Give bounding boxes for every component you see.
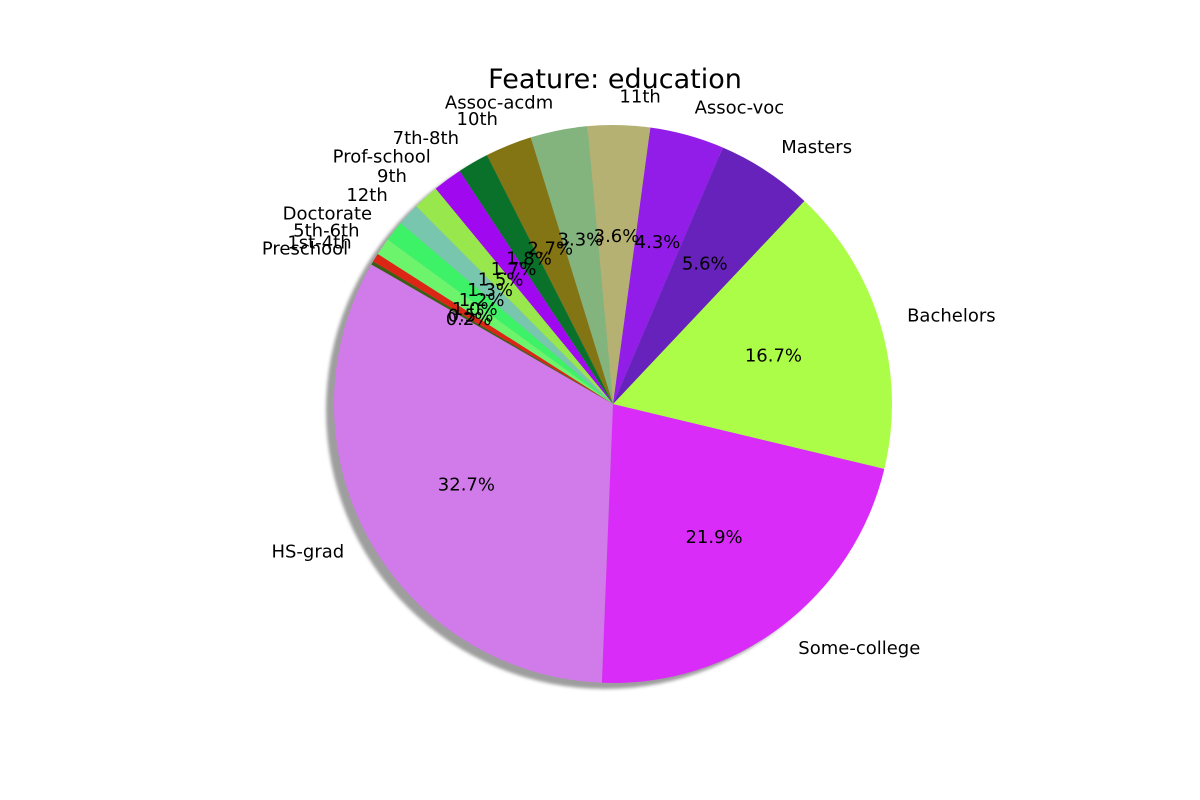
pie-slices	[334, 125, 892, 683]
pct-label-bachelors: 16.7%	[745, 346, 802, 367]
pct-label-doctorate: 1.2%	[459, 290, 505, 311]
category-labels: HS-grad Some-college Bachelors Masters Assoc…	[262, 87, 996, 659]
pie-slice-some-college	[601, 404, 885, 683]
pct-label-masters: 5.6%	[682, 253, 728, 274]
category-label-doctorate: Doctorate	[283, 203, 372, 224]
category-label-assoc-acdm: Assoc-acdm	[445, 92, 553, 113]
chart-title: Feature: education	[488, 64, 742, 95]
pie-slice-9th	[416, 188, 613, 404]
pct-label-7th-8th: 1.8%	[506, 249, 552, 270]
category-label-12th: 12th	[346, 185, 387, 206]
pie-slice-doctorate	[387, 223, 613, 404]
category-label-prof-school: Prof-school	[333, 147, 431, 168]
pie-slice-10th	[486, 137, 613, 404]
category-label-bachelors: Bachelors	[907, 306, 996, 327]
pie-slice-5th-6th	[377, 239, 613, 404]
pct-label-assoc-voc: 4.3%	[635, 232, 681, 253]
pct-label-hs-grad: 32.7%	[438, 474, 495, 495]
pct-label-11th: 3.6%	[594, 226, 640, 247]
category-label-hs-grad: HS-grad	[271, 542, 344, 563]
pie-slice-7th-8th	[459, 155, 613, 404]
category-label-9th: 9th	[377, 166, 407, 187]
pie-slice-masters	[613, 147, 805, 405]
pie-slice-hs-grad	[334, 264, 613, 683]
pct-label-10th: 2.7%	[527, 238, 573, 259]
category-label-11th: 11th	[619, 87, 660, 108]
pct-label-5th-6th: 1.0%	[452, 299, 498, 320]
category-label-masters: Masters	[781, 137, 852, 158]
pct-label-some-college: 21.9%	[685, 527, 742, 548]
pct-label-12th: 1.3%	[467, 280, 513, 301]
category-label-7th-8th: 7th-8th	[393, 128, 459, 149]
pie-slice-1st-4th	[373, 254, 613, 404]
pct-label-assoc-acdm: 3.3%	[558, 229, 604, 250]
pct-label-9th: 1.5%	[478, 269, 524, 290]
category-label-10th: 10th	[457, 109, 498, 130]
pie-slice-assoc-voc	[613, 127, 723, 404]
percent-labels: 32.7%21.9%16.7%5.6%4.3%3.6%3.3%2.7%1.8%1…	[438, 226, 802, 548]
category-label-5th-6th: 5th-6th	[293, 220, 359, 241]
pie-slice-12th	[400, 206, 613, 404]
pie-slice-prof-school	[435, 170, 613, 404]
pct-label-preschool: 0.2%	[446, 309, 492, 330]
category-label-preschool: Preschool	[262, 238, 348, 259]
pie-slice-11th	[587, 125, 651, 404]
pct-label-prof-school: 1.7%	[491, 259, 537, 280]
pie-slice-preschool	[371, 261, 613, 404]
category-label-1st-4th: 1st-4th	[287, 233, 351, 254]
category-label-some-college: Some-college	[798, 638, 920, 659]
category-label-assoc-voc: Assoc-voc	[695, 98, 785, 119]
pct-label-1st-4th: 0.5%	[448, 306, 494, 327]
pie-slice-bachelors	[613, 201, 892, 469]
pie-slice-assoc-acdm	[530, 126, 613, 404]
